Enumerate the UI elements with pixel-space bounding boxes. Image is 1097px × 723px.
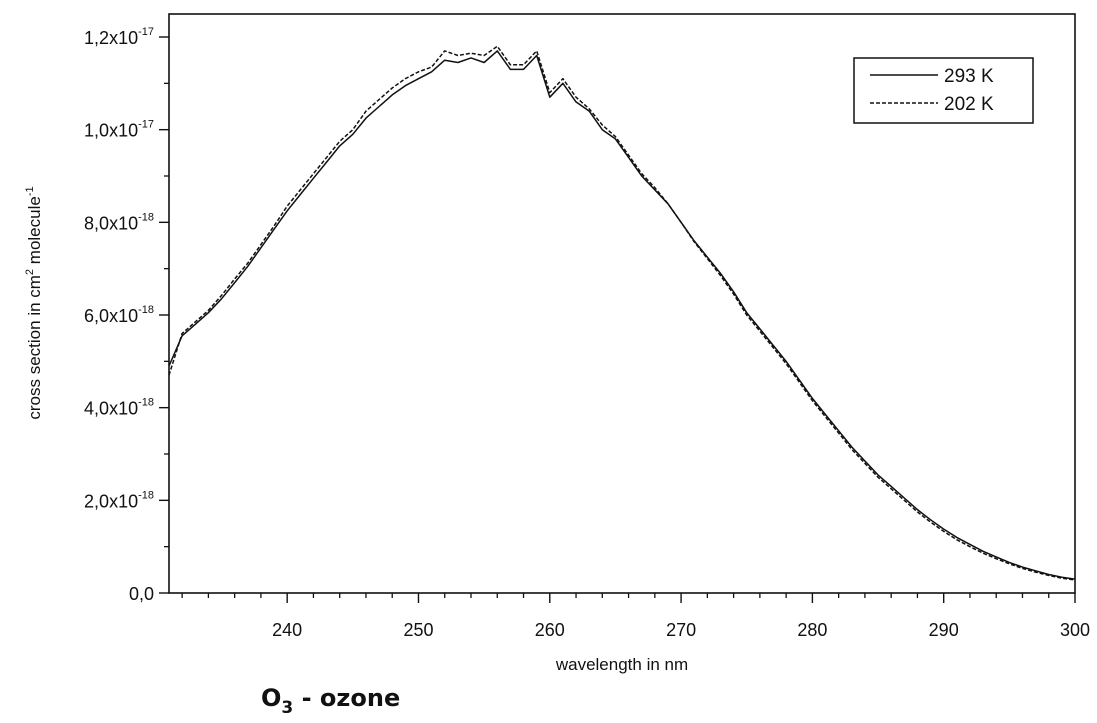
y-axis-title-main: cross section in cm [25, 275, 44, 420]
y-axis-title-sup2: -1 [24, 186, 36, 196]
y-tick-label: 1,2x10-17 [84, 26, 154, 48]
y-tick-label-mantissa: 0,0 [129, 584, 154, 604]
x-tick-label: 260 [535, 620, 565, 640]
x-axis-title: wavelength in nm [555, 655, 688, 674]
legend: 293 K 202 K [853, 57, 1034, 124]
x-axis-ticks: 240 250 260 270 280 290 300 [181, 593, 1090, 640]
plot-frame [168, 13, 1076, 594]
y-axis-title-sup1: 2 [24, 269, 36, 275]
caption-subscript: 3 [281, 698, 294, 718]
legend-box [853, 57, 1034, 124]
y-tick-label-mantissa: 8,0x10 [84, 213, 138, 233]
y-tick-label: 6,0x10-18 [84, 304, 154, 326]
legend-label-202k: 202 K [944, 94, 994, 115]
y-tick-label-mantissa: 6,0x10 [84, 306, 138, 326]
x-tick-label: 290 [929, 620, 959, 640]
series-lines [168, 45, 1076, 581]
series-line-293k [168, 50, 1076, 580]
y-tick-label-mantissa: 1,2x10 [84, 28, 138, 48]
x-tick-label: 240 [272, 620, 302, 640]
y-tick-label-exponent: -17 [138, 26, 154, 38]
y-axis-ticks: 0,02,0x10-184,0x10-186,0x10-188,0x10-181… [84, 26, 169, 604]
y-axis-title-mid: molecule [25, 196, 44, 269]
legend-label-293k: 293 K [944, 66, 994, 87]
x-tick-label: 250 [403, 620, 433, 640]
y-tick-label-exponent: -17 [138, 119, 154, 131]
x-tick-label: 280 [797, 620, 827, 640]
y-tick-label: 8,0x10-18 [84, 211, 154, 233]
y-tick-label-mantissa: 1,0x10 [84, 121, 138, 141]
y-tick-label: 2,0x10-18 [84, 489, 154, 511]
y-tick-label-exponent: -18 [138, 304, 154, 316]
y-tick-label-exponent: -18 [138, 211, 154, 223]
y-tick-label: 4,0x10-18 [84, 397, 154, 419]
y-tick-label-mantissa: 4,0x10 [84, 399, 138, 419]
y-tick-label-exponent: -18 [138, 489, 154, 501]
caption-suffix: - ozone [293, 684, 401, 712]
series-line-202k [168, 45, 1076, 581]
y-tick-label-mantissa: 2,0x10 [84, 491, 138, 511]
figure-caption: O3 - ozone [261, 684, 401, 718]
y-tick-label: 1,0x10-17 [84, 119, 154, 141]
x-tick-label: 270 [666, 620, 696, 640]
caption-molecule: O [261, 684, 282, 712]
y-axis-title: cross section in cm2 molecule-1 [24, 186, 44, 419]
y-tick-label: 0,0 [129, 584, 154, 604]
y-tick-label-exponent: -18 [138, 397, 154, 409]
x-tick-label: 300 [1060, 620, 1090, 640]
